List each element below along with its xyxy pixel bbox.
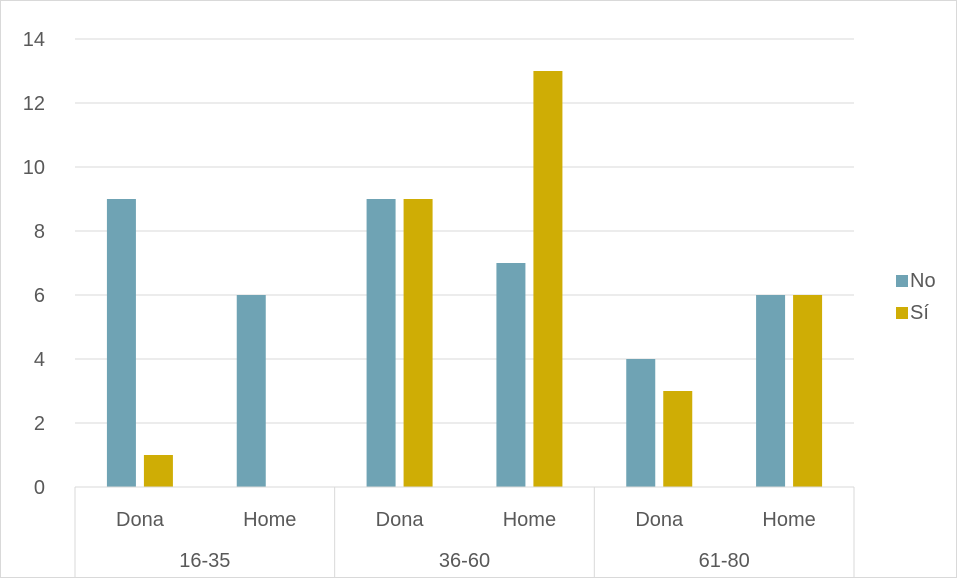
x-group-label: 61-80 [699,550,750,572]
bar-Sí-36-60-Dona [403,199,433,487]
x-subcategory-label: Dona [635,509,684,531]
bar-Sí-36-60-Home [533,71,563,487]
bar-No-16-35-Dona [106,199,136,487]
x-subcategory-label: Home [503,509,556,531]
legend: No Sí [896,270,936,324]
bar-No-36-60-Dona [366,199,396,487]
bar-No-61-80-Home [756,295,786,487]
x-group-label: 16-35 [179,550,230,572]
y-tick-label: 14 [23,29,45,51]
bar-Sí-61-80-Dona [663,391,693,487]
y-tick-label: 12 [23,93,45,115]
y-tick-label: 8 [34,221,45,243]
x-group-label: 36-60 [439,550,490,572]
x-subcategory-label: Dona [116,509,165,531]
y-tick-label: 0 [34,477,45,499]
axis-layer: 0 2 4 6 8 10 12 14 Dona Home 16-35 Dona Home 36-60 Don… [23,29,855,577]
x-subcategory-label: Home [243,509,296,531]
y-tick-label: 10 [23,157,45,179]
legend-label: No [910,270,936,292]
y-tick-label: 2 [34,413,45,435]
y-tick-label: 4 [34,349,45,371]
bar-No-36-60-Home [496,263,526,487]
bar-Sí-16-35-Dona [143,455,173,487]
legend-label: Sí [910,302,929,324]
legend-swatch [896,275,908,287]
bars-layer [106,71,823,487]
y-tick-label: 6 [34,285,45,307]
bar-No-16-35-Home [236,295,266,487]
grid-layer [75,38,854,488]
bar-No-61-80-Dona [626,359,656,487]
legend-swatch [896,307,908,319]
x-subcategory-label: Home [762,509,815,531]
x-subcategory-label: Dona [376,509,425,531]
bar-Sí-61-80-Home [793,295,823,487]
